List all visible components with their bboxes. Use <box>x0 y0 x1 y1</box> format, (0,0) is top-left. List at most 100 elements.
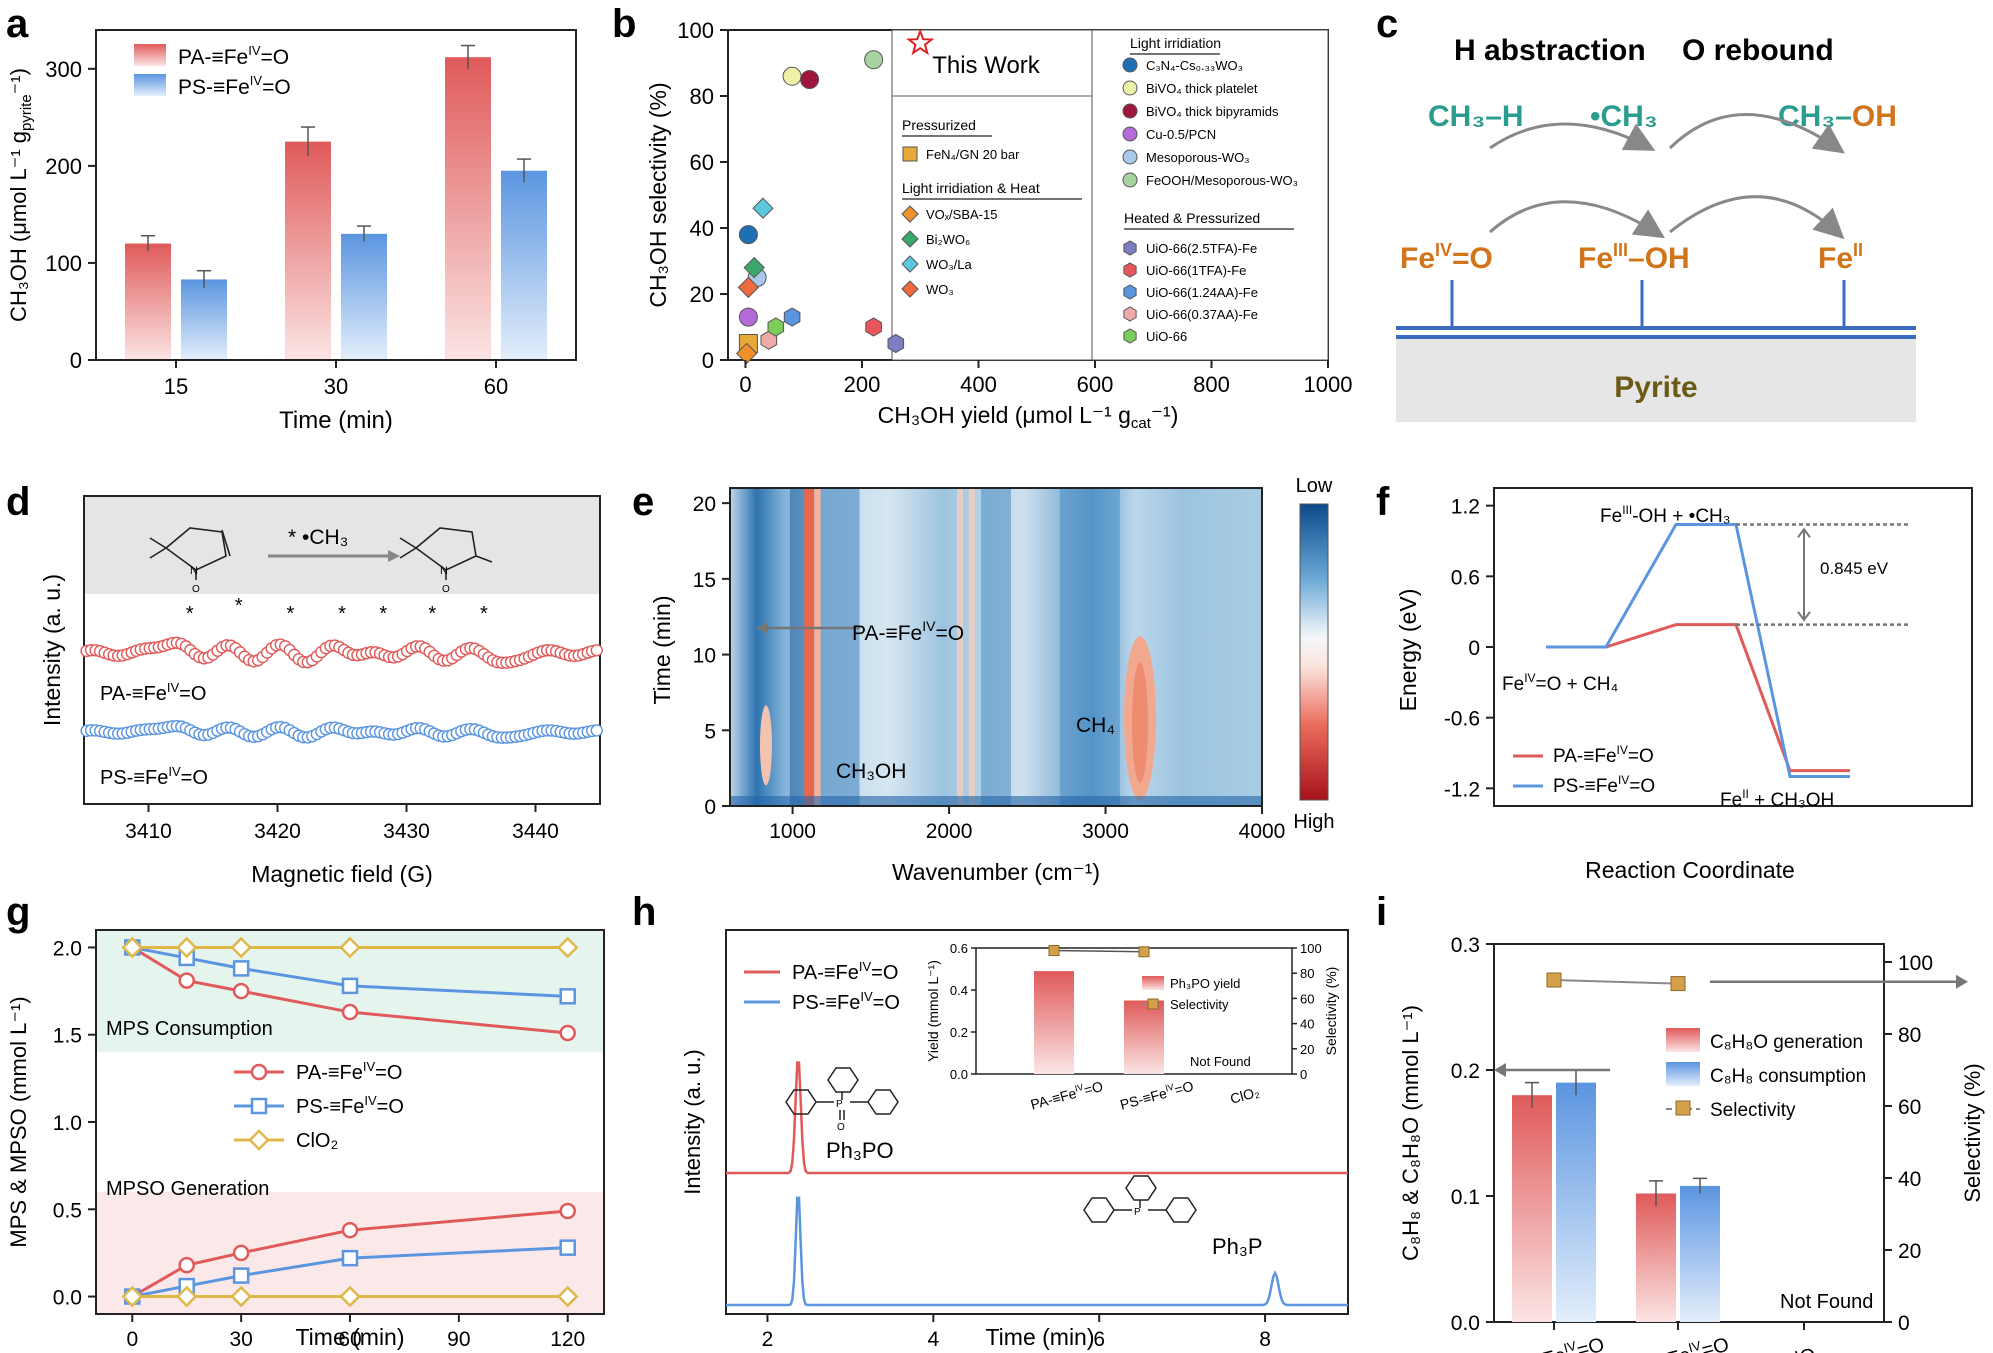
chart-g-line: 0 30 60 90 120 0.0 0.5 1.0 1.5 2.0 MPS Consumptio… <box>6 929 605 1351</box>
legend-marker <box>1122 103 1138 119</box>
x-tick-label: 60 <box>338 1328 361 1351</box>
trace-ps <box>80 719 603 744</box>
series-point <box>341 977 359 995</box>
x-tick-label: 2000 <box>926 820 973 843</box>
chart-f-xlabel: Reaction Coordinate <box>1585 857 1795 883</box>
inset-x-tick-label: ClO₂ <box>1228 1084 1261 1107</box>
chart-a-xlabel: Time (min) <box>279 407 393 434</box>
series-point <box>232 982 250 1000</box>
y-tick-label: 100 <box>45 251 82 276</box>
point-WO₃/La <box>752 197 774 219</box>
point-UiO-66(2.5TFA)-Fe <box>887 333 905 354</box>
gap-arrow-head <box>1797 527 1811 538</box>
chart-h-ylabel: Intensity (a. u.) <box>680 1049 705 1195</box>
x-tick-label: 2 <box>762 1328 774 1351</box>
legend-label: WO₃/La <box>926 257 973 272</box>
panel-label-f: f <box>1376 480 1390 524</box>
chart-i-ylabel: C₈H₈ & C₈H₈O (mmol L⁻¹) <box>1398 1005 1423 1261</box>
trace-pa <box>80 636 603 669</box>
legend-marker <box>901 205 919 223</box>
legend-label: FeN₄/GN 20 bar <box>926 147 1020 162</box>
svg-text:O: O <box>837 1122 845 1133</box>
energy-profile-ps <box>1546 523 1850 779</box>
inset-y-tick-label: 0.2 <box>950 1025 968 1040</box>
legend-label: Cu-0.5/PCN <box>1146 127 1216 142</box>
ph3po-structure <box>785 1067 899 1120</box>
legend-swatch-pa <box>134 44 166 66</box>
y2-tick-label: 40 <box>1898 1168 1921 1191</box>
chart-f-ylabel: Energy (eV) <box>1395 589 1421 712</box>
point-UiO-66(1.24AA)-Fe <box>783 307 801 327</box>
legend-g-pa: PA-≡FeIV=O <box>296 1059 402 1084</box>
series-point <box>559 988 576 1005</box>
y-tick-label: 60 <box>690 150 714 175</box>
x-tick-label: PS-≡FeIV=O <box>1621 1331 1732 1353</box>
heatmap-note-ch4: CH₄ <box>1076 714 1115 737</box>
inset-y2-tick-label: 20 <box>1300 1042 1314 1057</box>
legend-group-title: Pressurized <box>902 117 976 133</box>
chart-f-legend-ps: PS-≡FeIV=O <box>1553 773 1655 797</box>
series-point <box>556 1285 579 1308</box>
legend-label: UiO-66 <box>1146 329 1187 344</box>
legend-group-title: Heated & Pressurized <box>1124 210 1260 226</box>
heatmap-band <box>819 488 860 806</box>
heatmap-band-hot <box>804 488 815 806</box>
y2-tick-label: 60 <box>1898 1096 1921 1119</box>
point-UiO-66(1TFA)-Fe <box>865 317 882 337</box>
y-tick-label: 20 <box>693 493 716 516</box>
x-tick-label: 3410 <box>125 820 172 843</box>
bar-ps-15 <box>181 279 227 360</box>
peak-marker: * <box>480 603 488 625</box>
point-VOₓ/SBA-15 <box>735 342 758 365</box>
x-tick-label: 3440 <box>512 820 559 843</box>
y-tick-label: -1.2 <box>1444 778 1480 801</box>
iron-fe3-oh: FeIII–OH <box>1578 240 1690 275</box>
inset-selectivity-point <box>1048 945 1060 957</box>
series-point <box>121 936 144 959</box>
panel-label-a: a <box>6 2 29 46</box>
chart-f-legend-pa: PA-≡FeIV=O <box>1553 743 1654 767</box>
energy-gap-label: 0.845 eV <box>1820 559 1889 578</box>
inset-ylabel: Yield (mmol L⁻¹) <box>925 960 941 1062</box>
chart-b-ylabel: CH₃OH selectivity (%) <box>645 82 671 307</box>
heatmap-note-ch3oh: CH₃OH <box>836 760 906 783</box>
series-point <box>341 1221 359 1239</box>
legend-g-clo2: ClO₂ <box>296 1130 338 1152</box>
x-tick-label: 400 <box>960 372 997 397</box>
bar-ps-30 <box>341 233 387 360</box>
state-label-start: FeIV=O + CH₄ <box>1502 671 1619 695</box>
bar-consumption-0 <box>1556 1082 1596 1322</box>
iron-fe4-o: FeIV=O <box>1400 240 1493 275</box>
x-tick-label: 1000 <box>769 820 816 843</box>
x-tick-label: 15 <box>164 374 188 399</box>
x-tick-label: 60 <box>484 374 508 399</box>
y-tick-label: 0.6 <box>1451 566 1480 589</box>
series-point <box>178 972 195 989</box>
legend-marker <box>1123 262 1137 278</box>
inset-note: Not Found <box>1190 1054 1251 1069</box>
heatmap-band <box>1059 488 1120 806</box>
x-tick-label: 4000 <box>1239 820 1286 843</box>
series-point <box>178 1256 195 1274</box>
legend-marker <box>901 230 919 248</box>
chart-g-legend: PA-≡FeIV=O PS-≡FeIV=O ClO₂ <box>234 1059 404 1152</box>
trace-ps <box>726 1196 1348 1307</box>
pyrite-surface <box>1396 338 1916 422</box>
inset-y-tick-label: 0.6 <box>950 941 968 956</box>
chart-i-bar: 0.0 0.1 0.2 0.3 0 20 40 60 80 100 PA-≡FeIV=O PS-≡Fe… <box>1398 934 1985 1353</box>
bar-pa-15 <box>125 243 171 360</box>
chart-d-epr: N O N O * •CH₃ * * * * * * * 3410 3420 3430 3440 … <box>39 495 603 887</box>
legend-label: FeOOH/Mesoporous-WO₃ <box>1146 173 1298 188</box>
chart-i-ylabel2: Selectivity (%) <box>1960 1063 1985 1202</box>
heatmap-band-warm <box>957 488 964 806</box>
legend-marker <box>1123 284 1137 300</box>
legend-label: VOₓ/SBA-15 <box>926 207 997 222</box>
inset-x-tick-label: PA-≡FeIV=O <box>1028 1077 1104 1113</box>
y-tick-label: 0.0 <box>53 1287 82 1310</box>
selectivity-point <box>1670 976 1686 992</box>
x-tick-label: 600 <box>1077 372 1114 397</box>
state-label-ts: FeIII-OH + •CH₃ <box>1600 503 1731 527</box>
inset-ylabel2: Selectivity (%) <box>1323 967 1339 1056</box>
legend-marker <box>902 146 918 162</box>
chart-e-ylabel: Time (min) <box>649 595 675 704</box>
